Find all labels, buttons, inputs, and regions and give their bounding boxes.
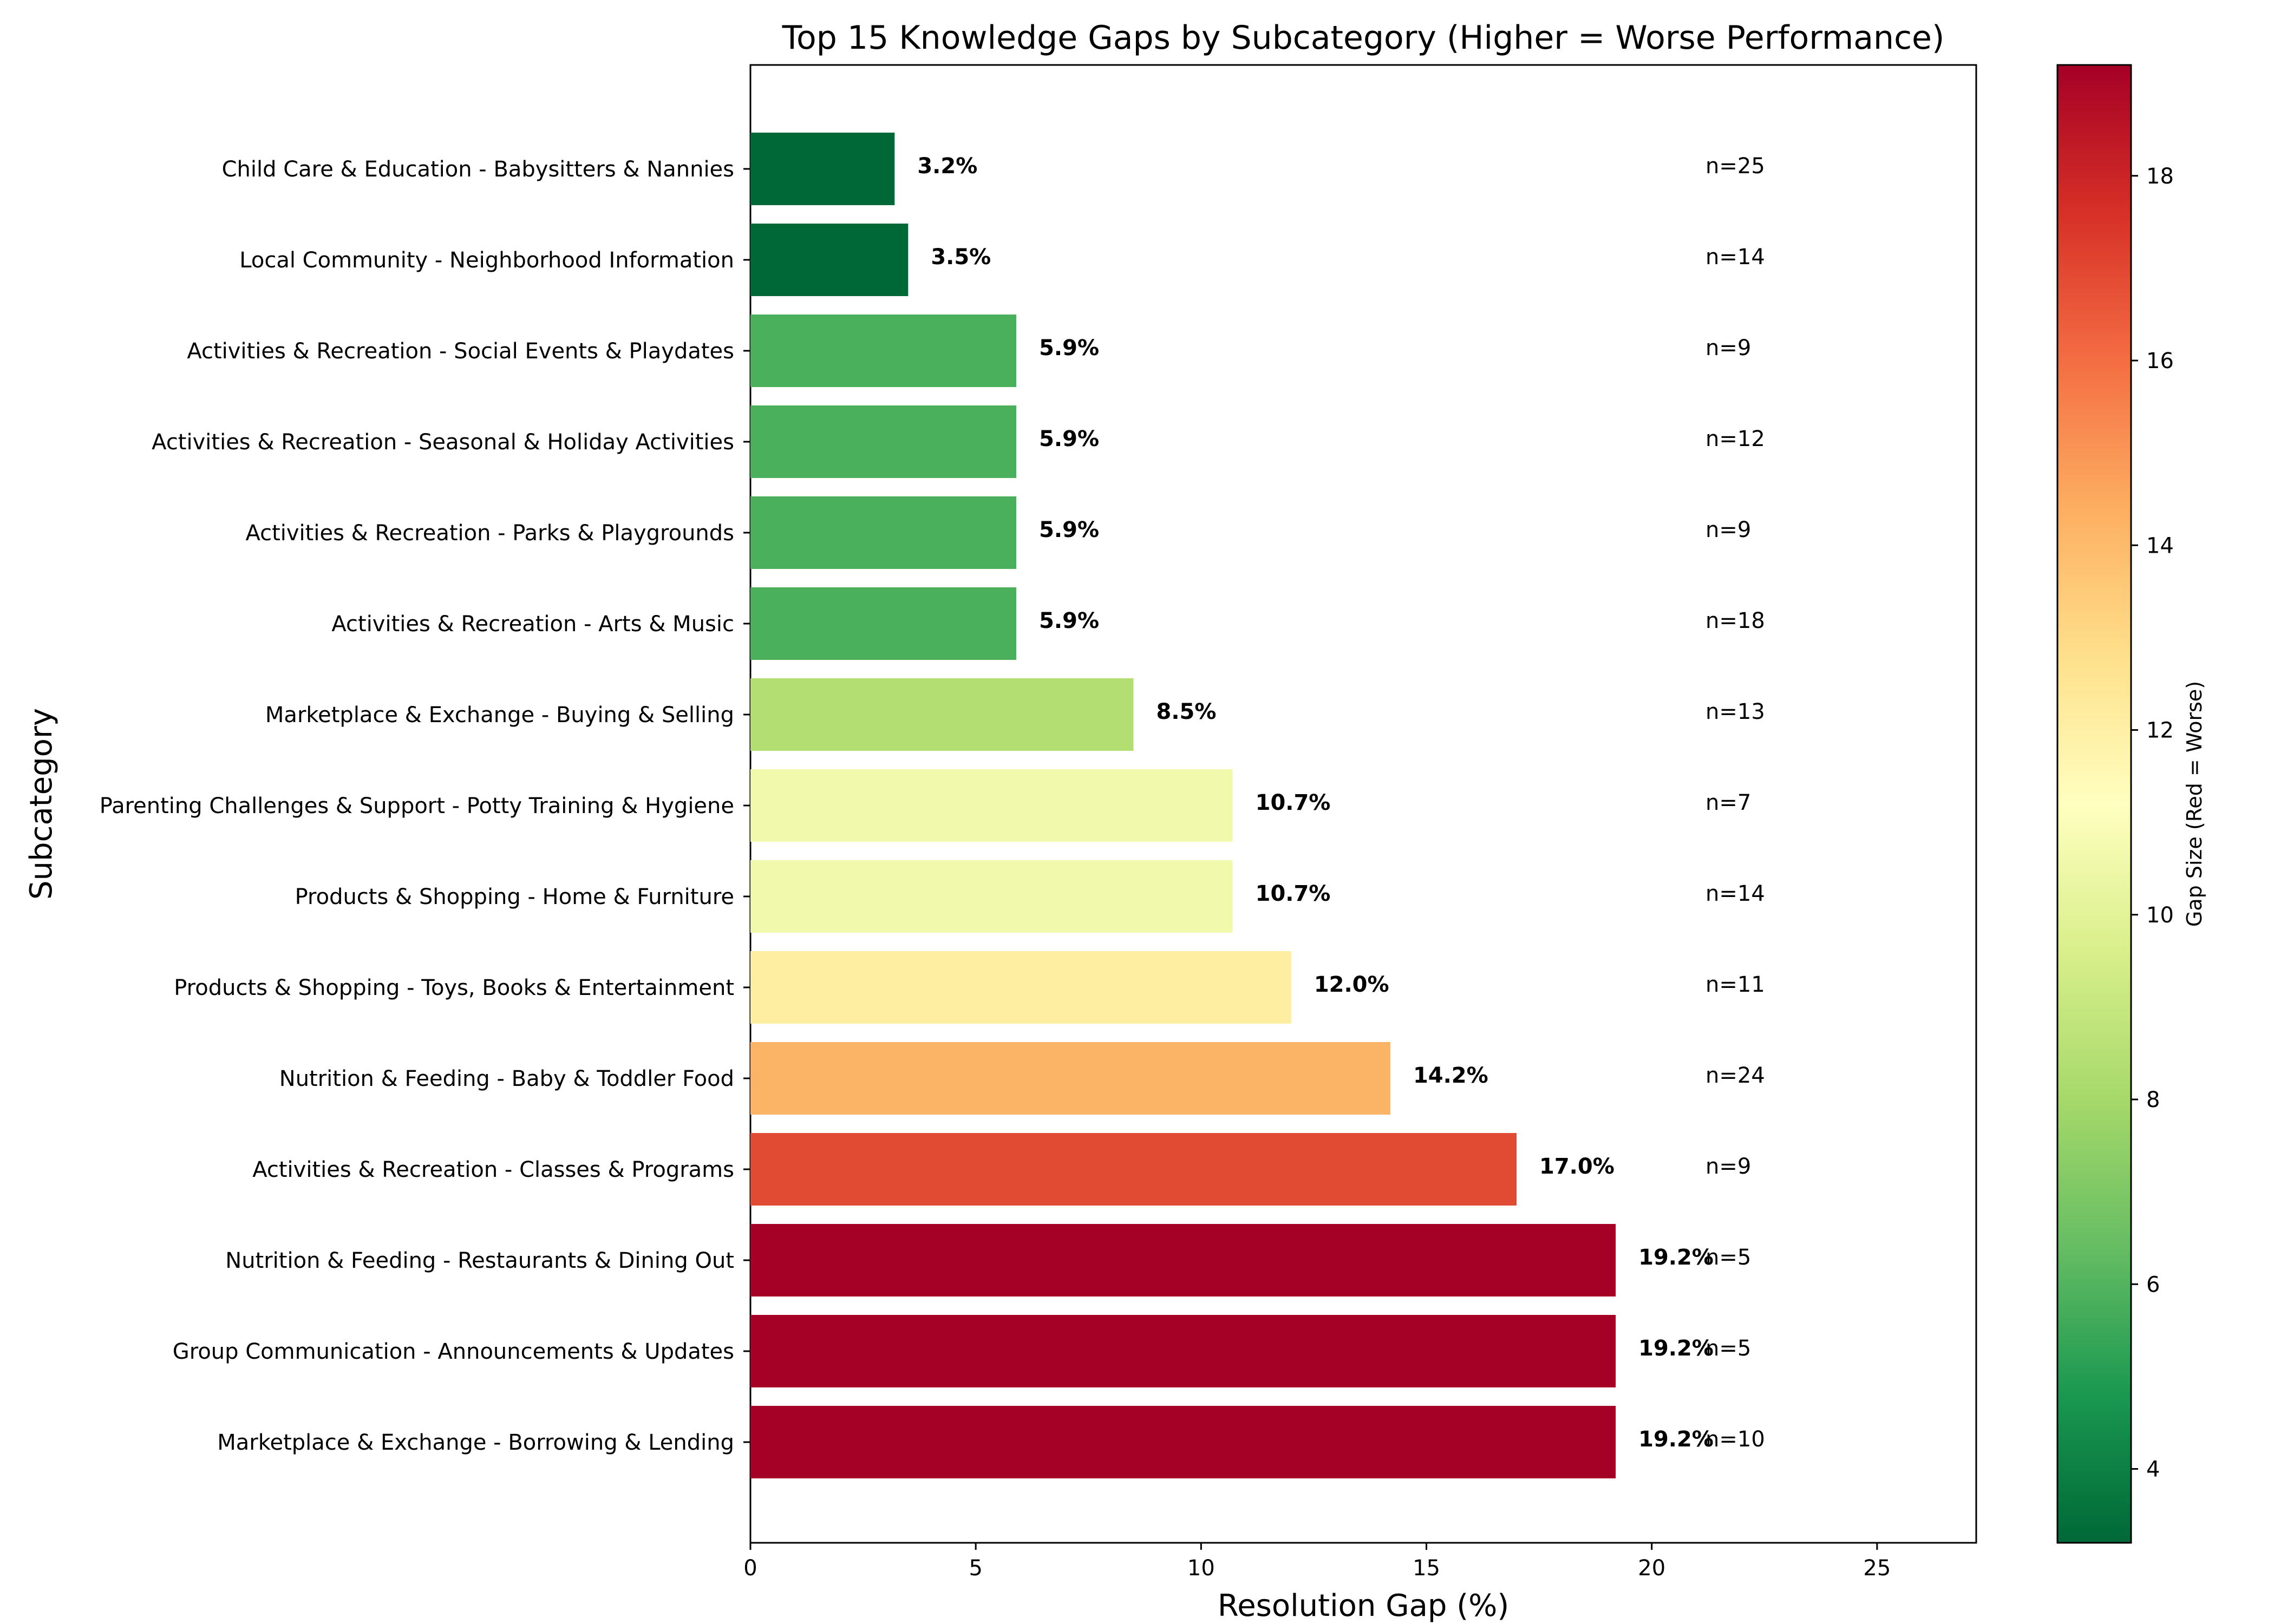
colorbar-tick-label: 8 bbox=[2146, 1088, 2160, 1112]
colorbar-gradient bbox=[2056, 64, 2132, 1544]
bar-count-label: n=10 bbox=[1706, 1427, 1765, 1452]
x-axis-ticks: 0 5 10 15 20 25 bbox=[743, 1543, 1891, 1581]
x-axis-label: Resolution Gap (%) bbox=[1218, 1588, 1509, 1623]
colorbar-tick-label: 16 bbox=[2146, 349, 2174, 374]
y-axis-label: Subcategory bbox=[24, 708, 59, 900]
x-tick-label: 15 bbox=[1413, 1556, 1440, 1581]
bar-value-label: 19.2% bbox=[1638, 1336, 1714, 1361]
x-tick-label: 10 bbox=[1187, 1556, 1215, 1581]
bar-value-label: 5.9% bbox=[1039, 518, 1099, 542]
y-tick-label: Marketplace & Exchange - Borrowing & Len… bbox=[217, 1430, 734, 1455]
x-tick-label: 5 bbox=[969, 1556, 982, 1581]
bar-value-label: 3.5% bbox=[931, 245, 991, 270]
y-tick-label: Nutrition & Feeding - Baby & Toddler Foo… bbox=[279, 1066, 734, 1091]
bar bbox=[750, 587, 1017, 660]
colorbar-tick-label: 12 bbox=[2146, 718, 2174, 743]
colorbar: 4 6 8 10 12 14 16 18 Gap Size (Red = Worse) bbox=[2056, 64, 2206, 1544]
y-tick-label: Activities & Recreation - Arts & Music bbox=[331, 612, 734, 637]
colorbar-tick-label: 14 bbox=[2146, 533, 2174, 558]
y-tick-label: Activities & Recreation - Seasonal & Hol… bbox=[152, 430, 734, 455]
bar-count-label: n=11 bbox=[1706, 972, 1765, 997]
y-tick-label: Products & Shopping - Toys, Books & Ente… bbox=[174, 975, 734, 1000]
bar-count-label: n=14 bbox=[1706, 881, 1765, 906]
bar-value-label: 8.5% bbox=[1156, 699, 1217, 724]
bar-value-label: 5.9% bbox=[1039, 336, 1099, 361]
bar-value-label: 5.9% bbox=[1039, 427, 1099, 451]
x-tick-label: 0 bbox=[743, 1556, 757, 1581]
bar bbox=[750, 1133, 1517, 1206]
bar-count-label: n=12 bbox=[1706, 427, 1765, 451]
x-tick-label: 20 bbox=[1638, 1556, 1665, 1581]
colorbar-tick-label: 10 bbox=[2146, 903, 2174, 928]
bar-value-label: 5.9% bbox=[1039, 608, 1099, 633]
bar-value-label: 10.7% bbox=[1256, 790, 1331, 815]
y-tick-label: Activities & Recreation - Social Events … bbox=[187, 339, 734, 364]
y-tick-label: Local Community - Neighborhood Informati… bbox=[239, 248, 734, 273]
x-tick-label: 25 bbox=[1863, 1556, 1891, 1581]
bar-count-label: n=9 bbox=[1706, 518, 1751, 542]
plot-area: 3.2% n=25 3.5% n=14 5.9% n=9 5.9% n=12 5.9% n=9 5.… bbox=[100, 64, 1977, 1581]
bar-value-label: 10.7% bbox=[1256, 881, 1331, 906]
bar bbox=[750, 1315, 1616, 1387]
bar-count-label: n=13 bbox=[1706, 699, 1765, 724]
bar bbox=[750, 860, 1233, 933]
bar-value-label: 3.2% bbox=[917, 154, 977, 179]
chart-title: Top 15 Knowledge Gaps by Subcategory (Hi… bbox=[782, 19, 1945, 57]
bar bbox=[750, 496, 1017, 569]
bar-count-label: n=9 bbox=[1706, 1154, 1751, 1179]
colorbar-tick-label: 6 bbox=[2146, 1272, 2160, 1297]
bar-count-label: n=18 bbox=[1706, 608, 1765, 633]
bar-count-label: n=5 bbox=[1706, 1336, 1751, 1361]
bar-value-label: 19.2% bbox=[1638, 1245, 1714, 1270]
bar bbox=[750, 315, 1017, 387]
y-tick-label: Parenting Challenges & Support - Potty T… bbox=[100, 794, 734, 818]
bar bbox=[750, 405, 1017, 478]
bar bbox=[750, 769, 1233, 842]
bar-count-label: n=14 bbox=[1706, 245, 1765, 270]
bar bbox=[750, 224, 909, 296]
colorbar-label: Gap Size (Red = Worse) bbox=[2182, 681, 2206, 927]
bar-value-label: 19.2% bbox=[1638, 1427, 1714, 1452]
bar bbox=[750, 951, 1291, 1024]
y-tick-label: Activities & Recreation - Classes & Prog… bbox=[252, 1157, 734, 1182]
bar-count-label: n=5 bbox=[1706, 1245, 1751, 1270]
bar-value-label: 14.2% bbox=[1413, 1063, 1488, 1088]
bar-count-label: n=25 bbox=[1706, 154, 1765, 179]
bar-value-label: 12.0% bbox=[1314, 972, 1389, 997]
bar-value-label: 17.0% bbox=[1539, 1154, 1615, 1179]
bar bbox=[750, 1406, 1616, 1478]
bar-group: 3.2% n=25 3.5% n=14 5.9% n=9 5.9% n=12 5.9% n=9 5.… bbox=[750, 133, 1765, 1478]
bar bbox=[750, 133, 895, 205]
colorbar-tick-label: 18 bbox=[2146, 164, 2174, 189]
y-tick-label: Activities & Recreation - Parks & Playgr… bbox=[245, 521, 734, 546]
colorbar-tick-label: 4 bbox=[2146, 1457, 2160, 1482]
y-tick-label: Products & Shopping - Home & Furniture bbox=[295, 885, 734, 909]
y-tick-labels: Child Care & Education - Babysitters & N… bbox=[100, 157, 750, 1455]
y-tick-label: Child Care & Education - Babysitters & N… bbox=[222, 157, 734, 182]
bar bbox=[750, 1042, 1390, 1115]
bar bbox=[750, 1224, 1616, 1296]
bar bbox=[750, 678, 1134, 751]
y-tick-label: Nutrition & Feeding - Restaurants & Dini… bbox=[225, 1248, 734, 1273]
bar-count-label: n=24 bbox=[1706, 1063, 1765, 1088]
colorbar-ticks: 4 6 8 10 12 14 16 18 bbox=[2131, 164, 2174, 1482]
y-tick-label: Marketplace & Exchange - Buying & Sellin… bbox=[265, 703, 734, 728]
y-tick-label: Group Communication - Announcements & Up… bbox=[173, 1339, 734, 1364]
bar-count-label: n=7 bbox=[1706, 790, 1751, 815]
bar-count-label: n=9 bbox=[1706, 336, 1751, 361]
